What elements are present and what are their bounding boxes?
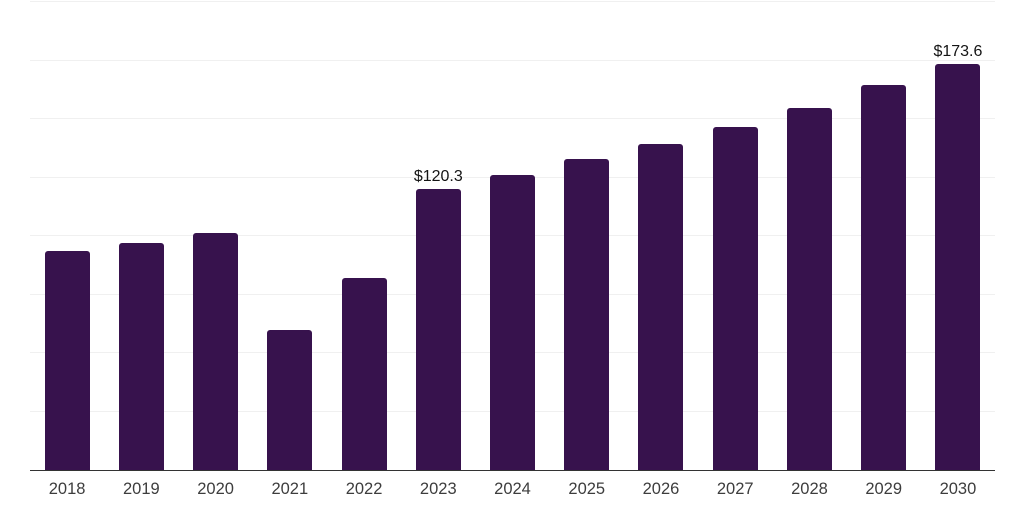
x-tick-2021: 2021 — [271, 480, 309, 498]
data-label-2023: $120.3 — [413, 167, 463, 185]
bar-2022 — [341, 278, 387, 470]
plot-area: $120.3 $173.6 — [30, 1, 995, 471]
bar-2018 — [44, 251, 90, 470]
bar-2020 — [193, 232, 239, 470]
bar-2029 — [861, 85, 907, 470]
bar-2028 — [786, 107, 832, 470]
x-tick-2022: 2022 — [345, 480, 383, 498]
bar-2019 — [118, 242, 164, 470]
bar-slot-2028 — [772, 2, 846, 470]
x-tick-2024: 2024 — [494, 480, 531, 498]
x-tick-2027: 2027 — [716, 480, 754, 498]
bar-2027 — [712, 126, 758, 470]
bar-slot-2022 — [327, 2, 401, 470]
bar-2021 — [267, 330, 313, 470]
bar-2023 — [415, 188, 461, 470]
bar-2026 — [638, 143, 684, 470]
bar-2024 — [490, 174, 536, 470]
bar-slot-2020 — [178, 2, 252, 470]
x-tick-2023: 2023 — [419, 480, 457, 498]
bar-slot-2019 — [104, 2, 178, 470]
x-tick-2026: 2026 — [642, 480, 680, 498]
x-tick-2018: 2018 — [48, 480, 86, 498]
x-tick-2029: 2029 — [865, 480, 903, 498]
bar-2030 — [935, 63, 981, 470]
bar-slot-2029 — [847, 2, 921, 470]
bar-slot-2026 — [624, 2, 698, 470]
x-tick-2020: 2020 — [197, 480, 234, 498]
bar-2025 — [564, 159, 610, 470]
data-label-2030: $173.6 — [933, 42, 983, 60]
x-tick-2028: 2028 — [791, 480, 828, 498]
x-tick-2025: 2025 — [568, 480, 606, 498]
bar-slot-2030: $173.6 — [921, 2, 995, 470]
x-tick-2030: 2030 — [939, 480, 977, 498]
x-axis-labels: 2018 2019 2020 2021 2022 2023 2024 2025 2026 2027… — [30, 479, 995, 500]
bar-slot-2018 — [30, 2, 104, 470]
bars-container: $120.3 $173.6 — [30, 2, 995, 470]
bar-slot-2021 — [253, 2, 327, 470]
bar-slot-2024 — [475, 2, 549, 470]
bar-slot-2027 — [698, 2, 772, 470]
bar-slot-2025 — [550, 2, 624, 470]
bar-slot-2023: $120.3 — [401, 2, 475, 470]
x-tick-2019: 2019 — [122, 480, 160, 498]
x-axis-line — [30, 469, 995, 471]
